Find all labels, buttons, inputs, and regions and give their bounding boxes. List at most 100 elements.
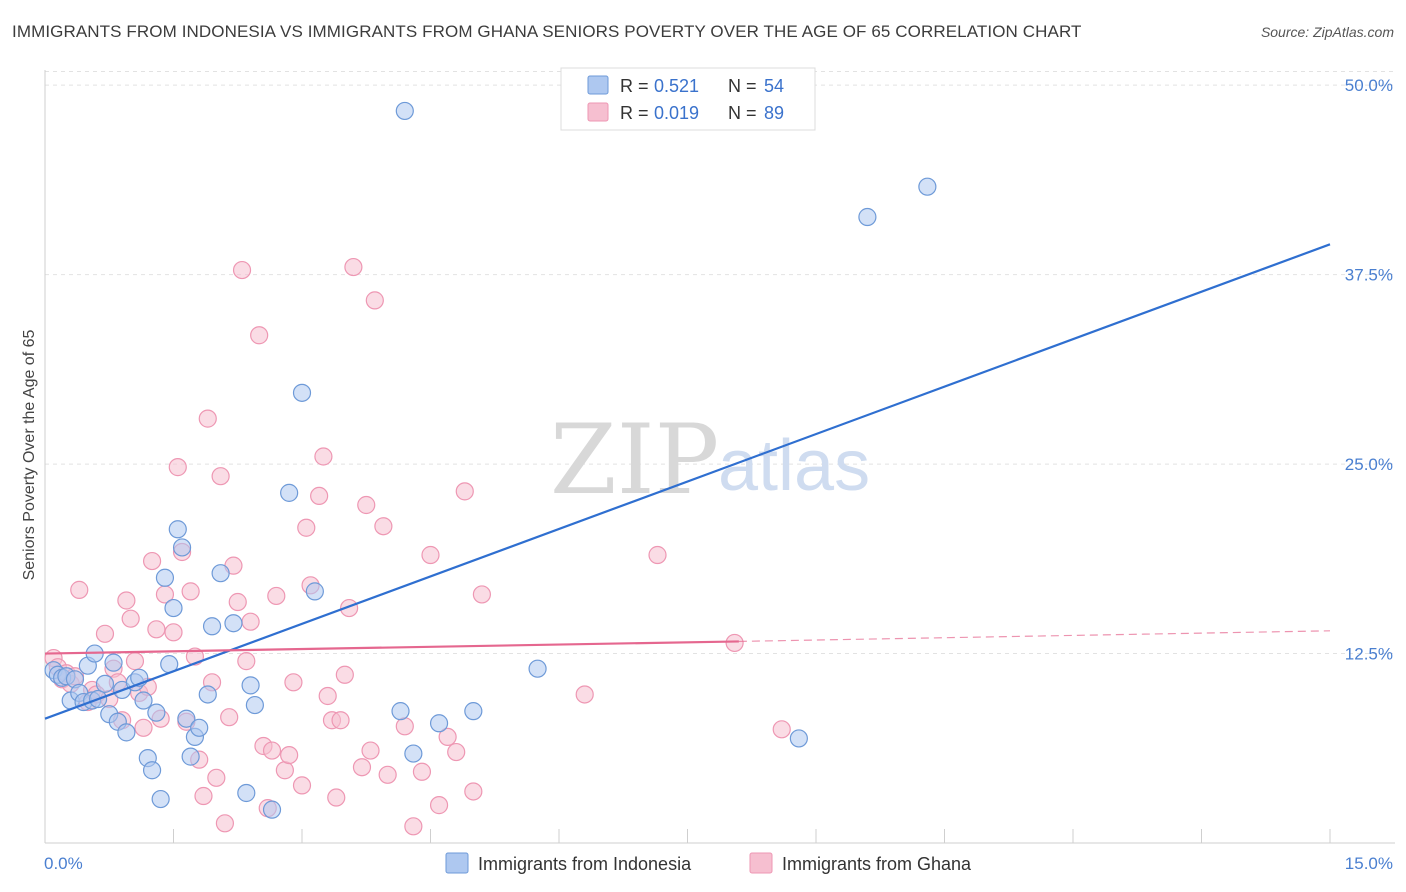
indonesia-point [245,695,264,715]
ghana-point [220,708,239,727]
y-tick-labels: 12.5% 25.0% 37.5% 50.0% [1345,76,1393,663]
ghana-point [378,765,397,784]
indonesia-point [918,177,937,196]
indonesia-point [237,783,256,803]
ghana-point [361,741,380,760]
ghana-point [95,624,115,643]
ghana-point [147,620,166,639]
ghana-point [472,585,491,604]
ghana-point [194,786,213,806]
ghana-point [327,788,346,807]
indonesia-point [305,582,324,601]
ghana-point [438,727,457,747]
x-tick-label-min: 0.0% [44,854,83,873]
ghana-point [215,814,234,833]
ghana-point [181,582,200,601]
ghana-point [262,741,282,760]
indonesia-point [262,800,282,819]
ghana-point [284,673,303,692]
ghana-point [121,609,140,628]
bottom-swatch-indonesia [445,852,469,874]
indonesia-point [177,709,196,728]
legend-swatch-indonesia [587,75,609,95]
gridlines [45,71,1395,655]
indonesia-point [429,714,449,733]
ghana-point [404,817,423,836]
indonesia-point [391,702,410,721]
indonesia-point [168,520,187,539]
ghana-point [310,486,329,506]
legend-r-value-2: 0.019 [654,103,699,123]
indonesia-point [464,702,483,721]
legend-n-value-1: 54 [764,76,784,96]
legend-bottom: Immigrants from Indonesia Immigrants fro… [445,852,972,874]
ghana-point [352,758,372,777]
ghana-point [134,718,153,737]
watermark-zip: ZIP [550,404,719,516]
series-indonesia-points [44,101,937,819]
ghana-point [125,652,145,671]
ghana-point [725,633,744,653]
indonesia-point [181,747,200,766]
ghana-point [412,762,432,781]
indonesia-point [147,703,166,722]
ghana-point [267,586,286,606]
legend-r-label-1: R = [620,76,649,96]
bottom-legend-ghana: Immigrants from Ghana [782,854,972,874]
axes [44,70,1395,844]
chart-title: IMMIGRANTS FROM INDONESIA VS IMMIGRANTS … [12,22,1082,41]
ghana-point [297,518,316,537]
ghana-point [429,796,449,815]
ghana-point [575,685,594,704]
indonesia-point [292,383,312,402]
legend-top: R = 0.521 N = 54 R = 0.019 N = 89 [560,67,816,131]
y-tick-label: 50.0% [1345,76,1393,95]
ghana-point [241,612,260,631]
ghana-point [318,686,337,706]
legend-r-value-1: 0.521 [654,76,699,96]
indonesia-point [241,676,260,695]
legend-swatch-ghana [587,102,609,122]
legend-n-label-2: N = [728,103,757,123]
indonesia-point [172,538,192,557]
trend-line-indonesia [44,243,1331,720]
ghana-point [164,623,183,642]
ghana-point [211,467,230,486]
ghana-point [314,447,333,466]
source-credit: Source: ZipAtlas.com [1260,24,1394,40]
x-tick-label-max: 15.0% [1345,854,1393,873]
ghana-point [395,717,414,736]
ghana-point [357,495,376,515]
ghana-point [237,652,256,671]
ghana-point [344,257,363,277]
ghana-point [280,745,299,765]
indonesia-point [789,729,808,748]
ghana-point [455,482,474,501]
y-tick-label: 12.5% [1345,645,1393,664]
indonesia-point [224,614,243,633]
indonesia-point [404,744,423,763]
ghana-point [250,326,269,345]
indonesia-point [211,564,230,583]
ghana-point [772,720,791,739]
indonesia-point [858,207,877,227]
y-tick-label: 25.0% [1345,455,1393,474]
ghana-point [464,782,483,801]
ghana-point [447,742,466,762]
indonesia-point [95,674,115,693]
trend-line-ghana [44,640,739,655]
ghana-point [232,260,252,280]
ghana-point [198,409,217,428]
ghana-point [648,545,667,565]
ghana-point [335,665,354,684]
ghana-point [331,711,350,730]
ghana-point [117,591,136,610]
trend-lines [44,243,1331,720]
bottom-legend-indonesia: Immigrants from Indonesia [478,854,692,874]
indonesia-point [151,789,170,809]
indonesia-point [198,685,217,704]
indonesia-point [528,659,547,678]
watermark-atlas: atlas [718,426,870,506]
ghana-point [421,545,440,565]
